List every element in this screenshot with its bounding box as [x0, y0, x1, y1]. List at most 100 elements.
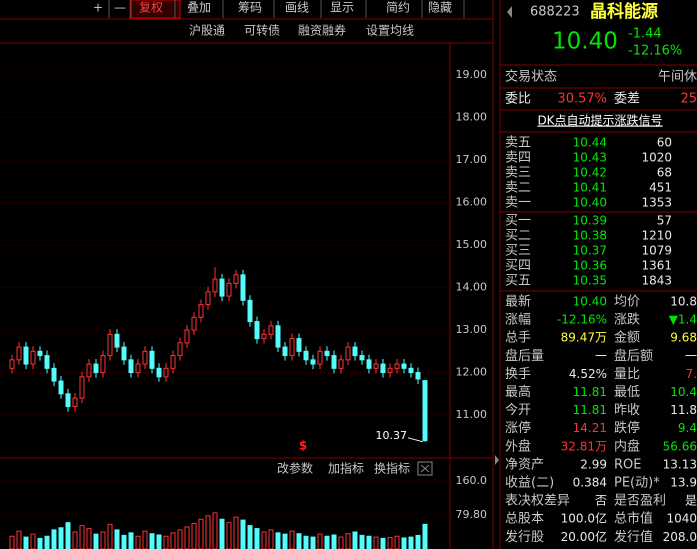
candle-body — [30, 350, 36, 365]
book-label: 买五 — [505, 274, 531, 289]
toolbar-button[interactable]: — — [114, 1, 126, 15]
volume-bar — [9, 535, 15, 549]
stat-label: 均价 — [614, 295, 640, 310]
volume-bar — [184, 526, 190, 549]
candle-body — [282, 346, 288, 357]
candle-body — [79, 376, 85, 399]
y-tick-label: 18.00 — [456, 111, 488, 124]
toolbar-button[interactable]: 隐藏 — [428, 1, 452, 15]
candle-body — [107, 333, 113, 357]
stat-label: 总市值 — [614, 511, 653, 527]
stat-label: 涨跌 — [614, 312, 640, 328]
book-label: 买三 — [505, 244, 531, 259]
stat-value: 13.9 — [670, 476, 697, 490]
indicator-button[interactable]: 改参数 — [277, 461, 313, 476]
book-price: 10.44 — [573, 136, 607, 150]
stat-label: 发行值 — [614, 529, 653, 545]
book-price: 10.40 — [573, 196, 607, 210]
candle-body — [51, 367, 57, 382]
book-label: 卖一 — [505, 196, 531, 211]
stat-label: 是否盈利 — [614, 494, 666, 509]
y-tick-label: 19.00 — [456, 68, 488, 81]
volume-bar — [331, 534, 337, 549]
candle-body — [170, 355, 176, 369]
value: 午间休 — [658, 70, 697, 85]
candle-body — [345, 346, 351, 361]
volume-bar — [261, 531, 267, 549]
price: 10.40 — [552, 29, 618, 55]
toolbar-button[interactable]: 复权 — [139, 1, 163, 15]
close-icon — [420, 464, 430, 473]
toolbar-button[interactable]: 画线 — [285, 1, 309, 15]
stat-label: 最低 — [614, 385, 640, 400]
candle-body — [317, 350, 323, 365]
candle-body — [72, 397, 78, 408]
candle-body — [65, 393, 71, 408]
candle-body — [212, 278, 218, 293]
stat-label: 内盘 — [614, 438, 640, 454]
stat-label: 盘后额 — [614, 348, 653, 364]
collapse-arrow[interactable] — [495, 455, 499, 465]
stat-label: 盘后量 — [505, 348, 544, 364]
volume-bar — [324, 535, 330, 549]
y-tick-label: 12.00 — [456, 366, 488, 379]
change: -1.44 — [628, 27, 662, 42]
toolbar-button[interactable]: 显示 — [330, 1, 354, 15]
volume-bar — [37, 537, 43, 549]
candle-body — [114, 333, 120, 348]
candle-body — [373, 363, 379, 369]
stat-value: 32.81万 — [561, 439, 607, 453]
volume-bar — [422, 523, 428, 549]
book-volume: 57 — [657, 214, 672, 228]
volume-bar — [219, 518, 225, 549]
candle-body — [380, 363, 386, 374]
y-tick-label: 16.00 — [456, 196, 488, 209]
stat-label: 量比 — [614, 367, 640, 382]
stat-label: 发行股 — [505, 529, 544, 545]
toolbar-button[interactable]: 叠加 — [187, 1, 211, 15]
signal-link[interactable]: DK点自动提示涨跌信号 — [537, 113, 662, 128]
event-marker[interactable]: $ — [299, 439, 307, 453]
indicator-button[interactable]: 加指标 — [328, 461, 364, 476]
stock-code: 688223 — [530, 5, 580, 20]
volume-bar — [128, 532, 134, 549]
candle-body — [58, 380, 64, 395]
volume-bar — [268, 529, 274, 549]
toolbar-tab[interactable]: 融资融券 — [298, 23, 346, 38]
candle-body — [247, 299, 253, 323]
candle-body — [275, 325, 281, 348]
book-label: 卖四 — [505, 151, 531, 166]
volume-bar — [338, 536, 344, 549]
volume-bar — [226, 522, 232, 549]
label: 交易状态 — [505, 69, 557, 85]
toolbar-button[interactable]: 筹码 — [238, 1, 262, 15]
book-price: 10.42 — [573, 166, 607, 180]
value: 25 — [680, 92, 697, 107]
toolbar-button[interactable]: + — [93, 1, 103, 15]
candle-body — [366, 359, 372, 369]
book-volume: 1079 — [641, 244, 672, 258]
book-volume: 60 — [657, 136, 672, 150]
stat-value: 2.99 — [580, 457, 607, 471]
volume-bar — [205, 515, 211, 549]
stat-label: 跌停 — [614, 420, 640, 436]
indicator-button[interactable]: 换指标 — [374, 461, 410, 476]
value: 30.57% — [557, 92, 607, 107]
volume-bar — [359, 534, 365, 549]
stat-label: 最新 — [505, 294, 531, 310]
volume-bar — [415, 534, 421, 549]
back-arrow[interactable] — [507, 6, 512, 18]
toolbar-tab[interactable]: 沪股通 — [189, 24, 225, 38]
volume-bar — [275, 532, 281, 549]
volume-bar — [156, 534, 162, 549]
candle-body — [296, 338, 302, 352]
book-volume: 1353 — [641, 196, 672, 210]
stat-label: 涨停 — [505, 420, 531, 436]
toolbar-tab[interactable]: 可转债 — [244, 23, 280, 38]
label: 委比 — [505, 92, 531, 107]
toolbar-button[interactable]: 简约 — [386, 0, 410, 15]
candle-body — [387, 367, 393, 374]
book-price: 10.35 — [573, 274, 607, 288]
close-button[interactable] — [417, 461, 433, 476]
toolbar-tab[interactable]: 设置均线 — [366, 24, 414, 38]
